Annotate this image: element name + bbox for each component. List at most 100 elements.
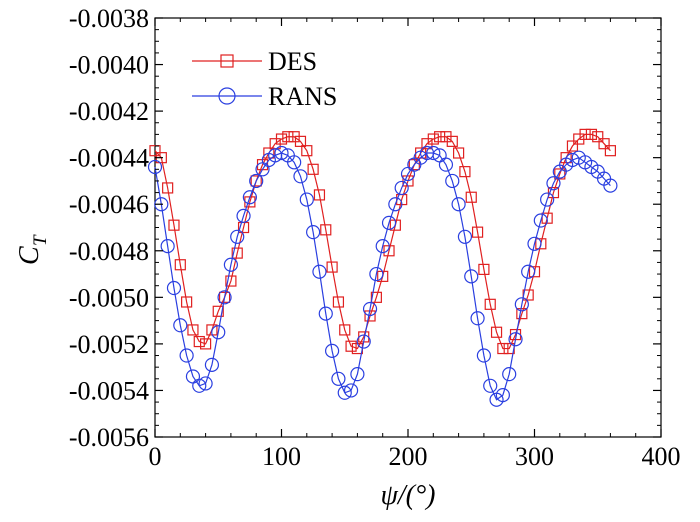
rans-point — [299, 192, 314, 207]
y-tick-label: -0.0056 — [69, 423, 149, 452]
rans-point — [451, 197, 466, 212]
rans-point — [293, 169, 308, 184]
x-tick-label: 400 — [642, 442, 681, 471]
rans-point — [464, 269, 479, 284]
des-point — [370, 291, 382, 303]
des-point — [465, 191, 477, 203]
y-tick-label: -0.0052 — [69, 330, 149, 359]
rans-point — [362, 301, 378, 317]
rans-point — [514, 297, 529, 312]
y-axis-title: C T — [14, 234, 51, 265]
x-tick-label: 100 — [262, 442, 301, 471]
des-point — [301, 145, 313, 157]
ticks-layer: 0 100 200 300 400 -0.0038 -0.0040 -0.0042 -0.004… — [69, 4, 681, 471]
des-point — [604, 145, 617, 157]
y-tick-label: -0.0038 — [69, 4, 149, 33]
y-tick-label: -0.0048 — [69, 237, 149, 266]
des-point — [446, 135, 458, 147]
rans-point — [521, 264, 536, 279]
rans-point — [483, 378, 498, 393]
rans-point — [204, 357, 220, 372]
rans-point — [388, 197, 403, 212]
rans-point — [470, 311, 485, 326]
des-point — [453, 147, 465, 159]
series-line-rans — [154, 152, 611, 401]
rans-point — [350, 367, 365, 382]
rans-point — [546, 176, 561, 191]
des-point — [535, 238, 547, 250]
rans-point — [242, 190, 257, 205]
des-point — [250, 175, 262, 187]
rans-point — [217, 290, 232, 305]
rans-point — [495, 388, 510, 403]
des-point — [212, 305, 224, 317]
des-point — [193, 335, 205, 348]
des-point — [478, 263, 490, 275]
y-axis-title-sub: T — [30, 234, 51, 246]
rans-point — [249, 173, 264, 189]
des-point — [162, 182, 174, 194]
y-tick-label: -0.0046 — [69, 190, 149, 219]
rans-point — [337, 385, 352, 400]
rans-point — [211, 325, 226, 340]
des-point — [516, 308, 528, 320]
des-point — [528, 266, 541, 278]
y-tick-label: -0.0050 — [69, 283, 149, 312]
y-tick-label: -0.0044 — [69, 144, 149, 173]
rans-point — [287, 155, 302, 170]
rans-point — [318, 306, 333, 321]
rans-point — [369, 266, 384, 282]
rans-point — [230, 229, 245, 244]
rans-point — [375, 239, 390, 254]
des-point — [231, 247, 243, 259]
rans-point — [533, 213, 548, 228]
des-point — [497, 342, 509, 355]
y-tick-label: -0.0042 — [69, 97, 149, 126]
des-point — [181, 296, 193, 308]
series-des — [149, 128, 617, 355]
des-point — [174, 259, 186, 271]
des-point — [484, 298, 496, 310]
des-point — [294, 135, 307, 147]
des-point — [168, 219, 180, 231]
series-layer — [147, 128, 618, 407]
rans-point — [274, 145, 289, 161]
rans-point — [166, 280, 182, 296]
des-point — [225, 275, 237, 287]
des-point — [345, 340, 357, 352]
des-point — [332, 296, 345, 308]
des-point — [598, 138, 610, 150]
rans-point — [179, 348, 194, 363]
rans-point — [381, 215, 397, 230]
rans-point — [198, 376, 213, 391]
rans-point — [312, 264, 327, 279]
des-point — [554, 168, 566, 180]
series-rans — [147, 145, 618, 407]
legend-label-des: DES — [268, 47, 317, 76]
rans-point — [394, 180, 409, 196]
rans-point — [476, 348, 491, 363]
rans-point — [603, 178, 618, 193]
des-point — [320, 224, 332, 236]
des-point — [471, 226, 484, 238]
des-point — [566, 140, 579, 152]
rans-point — [154, 197, 169, 212]
rans-point — [527, 236, 542, 251]
rans-point — [343, 383, 359, 398]
rans-point — [445, 173, 460, 189]
legend-marker-rans — [218, 87, 236, 105]
rans-point — [356, 334, 371, 349]
rans-point — [426, 145, 441, 161]
x-tick-label: 300 — [515, 442, 554, 471]
rans-point — [160, 239, 175, 254]
des-point — [275, 133, 288, 145]
rans-point — [192, 378, 207, 393]
rans-point — [508, 332, 523, 347]
des-point — [459, 166, 471, 178]
des-point — [307, 163, 319, 175]
des-point — [339, 324, 351, 336]
x-tick-label: 0 — [149, 442, 162, 471]
legend: DES RANS — [192, 47, 337, 111]
des-point — [427, 133, 439, 145]
